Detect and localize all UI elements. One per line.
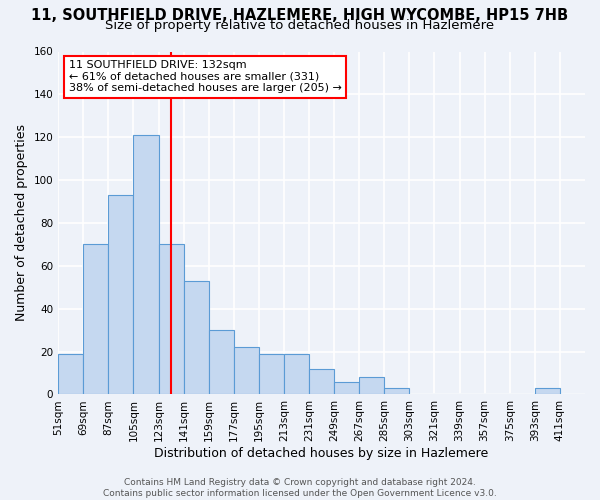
Text: 11 SOUTHFIELD DRIVE: 132sqm
← 61% of detached houses are smaller (331)
38% of se: 11 SOUTHFIELD DRIVE: 132sqm ← 61% of det… <box>69 60 341 94</box>
Text: Size of property relative to detached houses in Hazlemere: Size of property relative to detached ho… <box>106 18 494 32</box>
Bar <box>133 135 158 394</box>
Y-axis label: Number of detached properties: Number of detached properties <box>15 124 28 322</box>
Bar <box>259 354 284 395</box>
Text: 11, SOUTHFIELD DRIVE, HAZLEMERE, HIGH WYCOMBE, HP15 7HB: 11, SOUTHFIELD DRIVE, HAZLEMERE, HIGH WY… <box>31 8 569 22</box>
Bar <box>535 388 560 394</box>
Bar <box>359 378 385 394</box>
Bar <box>334 382 359 394</box>
Bar <box>58 354 83 395</box>
Bar <box>284 354 309 395</box>
Bar <box>209 330 234 394</box>
Text: Contains HM Land Registry data © Crown copyright and database right 2024.
Contai: Contains HM Land Registry data © Crown c… <box>103 478 497 498</box>
Bar <box>158 244 184 394</box>
Bar <box>83 244 109 394</box>
Bar <box>109 195 133 394</box>
Bar <box>234 348 259 395</box>
Bar <box>385 388 409 394</box>
Bar <box>184 281 209 394</box>
Bar <box>309 368 334 394</box>
X-axis label: Distribution of detached houses by size in Hazlemere: Distribution of detached houses by size … <box>154 447 489 460</box>
